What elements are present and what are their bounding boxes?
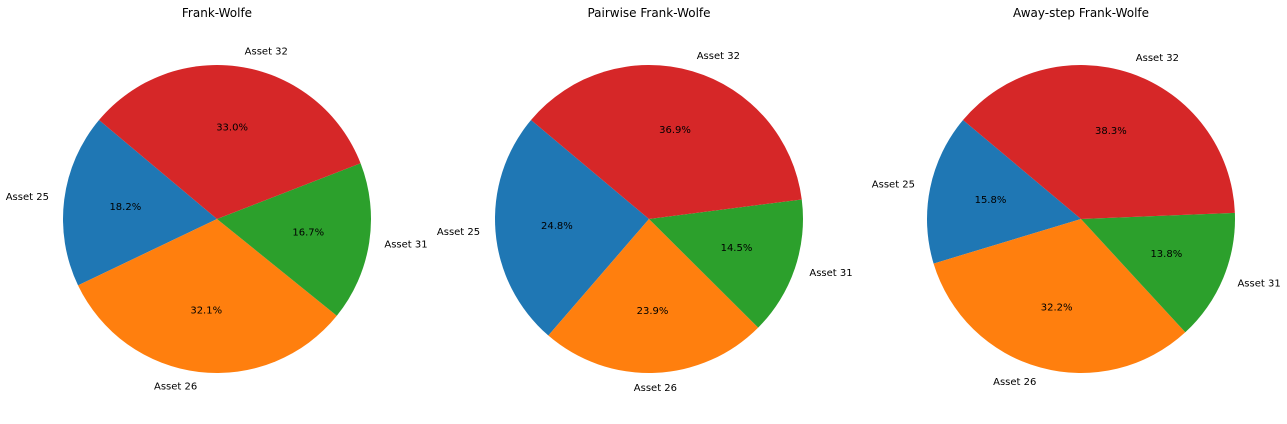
pie-slice-asset-25 [927, 120, 1081, 264]
pie-value-label: 32.1% [190, 305, 222, 316]
pie-value-label: 16.7% [292, 228, 324, 239]
pie-category-label: Asset 32 [245, 46, 288, 57]
pie-value-label: 32.2% [1041, 303, 1073, 314]
pie-slice-asset-25 [495, 120, 649, 336]
pie-category-label: Asset 31 [1237, 278, 1280, 289]
pie-slice-asset-31 [649, 199, 803, 328]
pie-category-label: Asset 26 [154, 382, 197, 393]
pie-category-label: Asset 31 [809, 268, 852, 279]
pie-chart-pairwise-frank-wolfe: Pairwise Frank-Wolfe 24.8% Asset 25 23.9% A… [437, 6, 853, 394]
pie-slice-asset-26 [933, 219, 1186, 373]
pie-value-label: 38.3% [1095, 126, 1127, 137]
pie-category-label: Asset 25 [872, 179, 915, 190]
pie-value-label: 24.8% [541, 221, 573, 232]
pie-slice-asset-32 [99, 65, 361, 219]
pie-category-label: Asset 31 [384, 240, 427, 251]
pie-value-label: 15.8% [975, 195, 1007, 206]
pie-labels: 15.8% Asset 25 32.2% Asset 26 13.8% Asset 31 3… [872, 53, 1281, 388]
chart-title: Away-step Frank-Wolfe [1013, 6, 1149, 20]
pie-slice-asset-32 [531, 65, 802, 219]
pie-chart-away-step-frank-wolfe: Away-step Frank-Wolfe 15.8% Asset 25 32.2%… [872, 6, 1281, 388]
chart-title: Pairwise Frank-Wolfe [587, 6, 710, 20]
pie-value-label: 18.2% [109, 202, 141, 213]
pie-value-label: 23.9% [637, 306, 669, 317]
pie-slices [927, 64, 1235, 373]
pie-value-label: 14.5% [721, 243, 753, 254]
pie-labels: 18.2% Asset 25 32.1% Asset 26 16.7% Asset 31 3… [6, 46, 428, 392]
pie-slice-asset-32 [963, 64, 1235, 219]
pie-slice-asset-31 [217, 163, 371, 316]
pie-slice-asset-26 [548, 219, 759, 373]
pie-value-label: 36.9% [659, 125, 691, 136]
pie-value-label: 33.0% [216, 122, 248, 133]
chart-title: Frank-Wolfe [182, 6, 252, 20]
pie-category-label: Asset 32 [697, 51, 740, 62]
pie-labels: 24.8% Asset 25 23.9% Asset 26 14.5% Asset 31 3… [437, 51, 853, 394]
pie-value-label: 13.8% [1150, 249, 1182, 260]
pie-category-label: Asset 32 [1136, 53, 1179, 64]
pie-category-label: Asset 26 [634, 383, 677, 394]
pie-slice-asset-26 [78, 219, 337, 373]
pie-category-label: Asset 26 [993, 377, 1036, 388]
pie-slice-asset-25 [63, 120, 218, 286]
pie-slice-asset-31 [1081, 212, 1235, 333]
pie-slices [63, 65, 371, 373]
pie-slices [495, 65, 803, 373]
pie-category-label: Asset 25 [437, 227, 480, 238]
pie-category-label: Asset 25 [6, 192, 49, 203]
pie-chart-frank-wolfe: Frank-Wolfe 18.2% Asset 25 32.1% Asset 26 16… [6, 6, 428, 393]
